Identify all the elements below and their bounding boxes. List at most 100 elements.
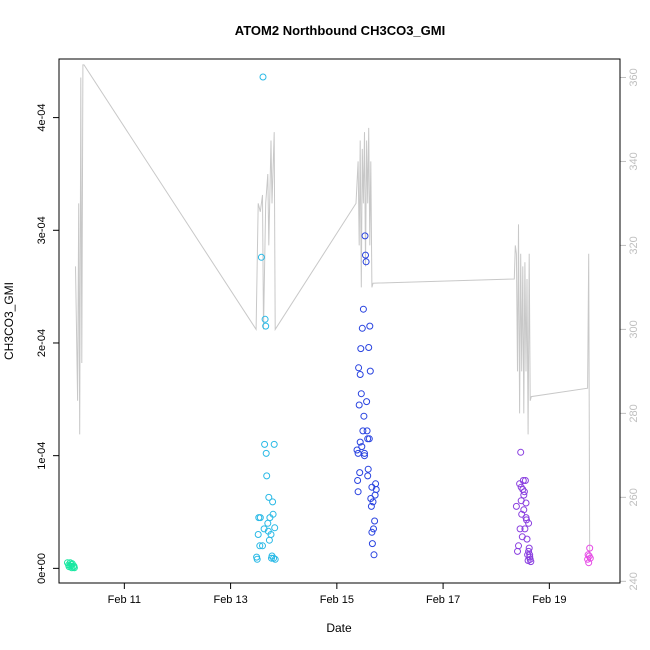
data-point xyxy=(520,488,528,496)
data-point xyxy=(357,345,365,353)
x-tick-label: Feb 19 xyxy=(532,594,566,606)
data-point xyxy=(358,324,366,332)
data-point xyxy=(516,525,524,533)
data-point xyxy=(353,446,361,454)
data-point xyxy=(527,558,535,566)
data-point xyxy=(514,547,521,555)
data-point xyxy=(357,390,365,398)
data-point xyxy=(360,412,368,420)
data-point xyxy=(356,438,364,446)
y2-tick-label: 240 xyxy=(628,572,640,590)
y2-tick-label: 280 xyxy=(628,404,640,422)
data-point xyxy=(253,555,261,563)
data-point xyxy=(359,427,367,435)
y-tick-label: 4e-04 xyxy=(36,104,48,132)
axes-layer: Feb 11 Feb 13 Feb 15 Feb 17 Feb 19 0e+00 1e-04… xyxy=(36,68,640,606)
y-tick-label: 0e+00 xyxy=(36,553,48,584)
data-point xyxy=(259,542,266,550)
data-point xyxy=(358,443,366,451)
y-tick-label: 2e-04 xyxy=(36,329,48,357)
data-point xyxy=(262,322,270,330)
data-point xyxy=(366,367,374,375)
data-point xyxy=(264,519,272,527)
x-tick-label: Feb 11 xyxy=(108,594,141,606)
points-layer xyxy=(64,73,594,572)
data-point xyxy=(364,472,372,480)
data-point xyxy=(585,559,593,567)
y-tick-label: 1e-04 xyxy=(36,442,48,470)
data-point xyxy=(525,544,533,552)
secondary-line-layer xyxy=(75,64,591,557)
data-point xyxy=(265,493,273,501)
data-point xyxy=(520,491,528,499)
data-point xyxy=(355,364,363,372)
data-point xyxy=(522,514,530,522)
data-point xyxy=(521,477,529,484)
secondary-line xyxy=(75,64,591,557)
y2-tick-label: 300 xyxy=(628,320,640,338)
chart-title: ATOM2 Northbound CH3CO3_GMI xyxy=(235,23,445,38)
data-point xyxy=(371,517,379,525)
data-point xyxy=(526,551,534,559)
data-point xyxy=(368,540,376,548)
data-point xyxy=(586,544,594,552)
data-point xyxy=(526,553,534,561)
data-point xyxy=(70,564,78,572)
data-point xyxy=(361,452,368,460)
data-point xyxy=(270,440,278,448)
x-tick-label: Feb 17 xyxy=(426,594,460,606)
y2-tick-label: 360 xyxy=(628,68,640,86)
x-axis-label: Date xyxy=(326,621,352,635)
data-point xyxy=(261,440,269,448)
data-point xyxy=(257,253,265,261)
data-point xyxy=(364,465,372,473)
data-point xyxy=(366,322,374,330)
data-point xyxy=(363,398,371,406)
data-point xyxy=(521,525,529,533)
data-point xyxy=(368,528,376,536)
data-point xyxy=(354,488,362,496)
data-point xyxy=(369,498,377,506)
data-point xyxy=(259,73,267,81)
data-point xyxy=(355,401,363,409)
y2-tick-label: 320 xyxy=(628,236,640,254)
data-point xyxy=(265,536,273,544)
data-point xyxy=(260,525,268,533)
data-point xyxy=(271,524,279,532)
data-point xyxy=(365,435,373,443)
data-point xyxy=(356,371,364,378)
y-tick-label: 3e-04 xyxy=(36,216,48,244)
data-point xyxy=(368,483,376,491)
data-point xyxy=(370,551,378,559)
data-point xyxy=(522,499,530,507)
data-point xyxy=(523,535,531,543)
data-point xyxy=(512,502,520,510)
data-point xyxy=(359,305,367,313)
data-point xyxy=(270,554,278,562)
data-point xyxy=(262,449,270,457)
data-point xyxy=(269,510,277,518)
data-point xyxy=(365,344,373,351)
y2-tick-label: 340 xyxy=(628,152,640,170)
data-point xyxy=(372,480,380,488)
data-point xyxy=(362,258,370,266)
data-point xyxy=(256,542,264,550)
data-point xyxy=(256,514,264,522)
x-tick-label: Feb 13 xyxy=(213,594,247,606)
data-point xyxy=(356,469,364,477)
data-point xyxy=(263,472,271,480)
data-point xyxy=(518,510,526,518)
data-point xyxy=(354,449,362,457)
data-point xyxy=(267,531,275,538)
data-point xyxy=(362,251,369,259)
x-tick-label: Feb 15 xyxy=(320,594,354,606)
data-point xyxy=(520,506,528,514)
data-point xyxy=(517,448,525,456)
data-point xyxy=(361,232,369,240)
data-point xyxy=(370,525,377,533)
data-point xyxy=(363,427,371,435)
data-point xyxy=(367,502,375,510)
data-point xyxy=(371,491,379,499)
